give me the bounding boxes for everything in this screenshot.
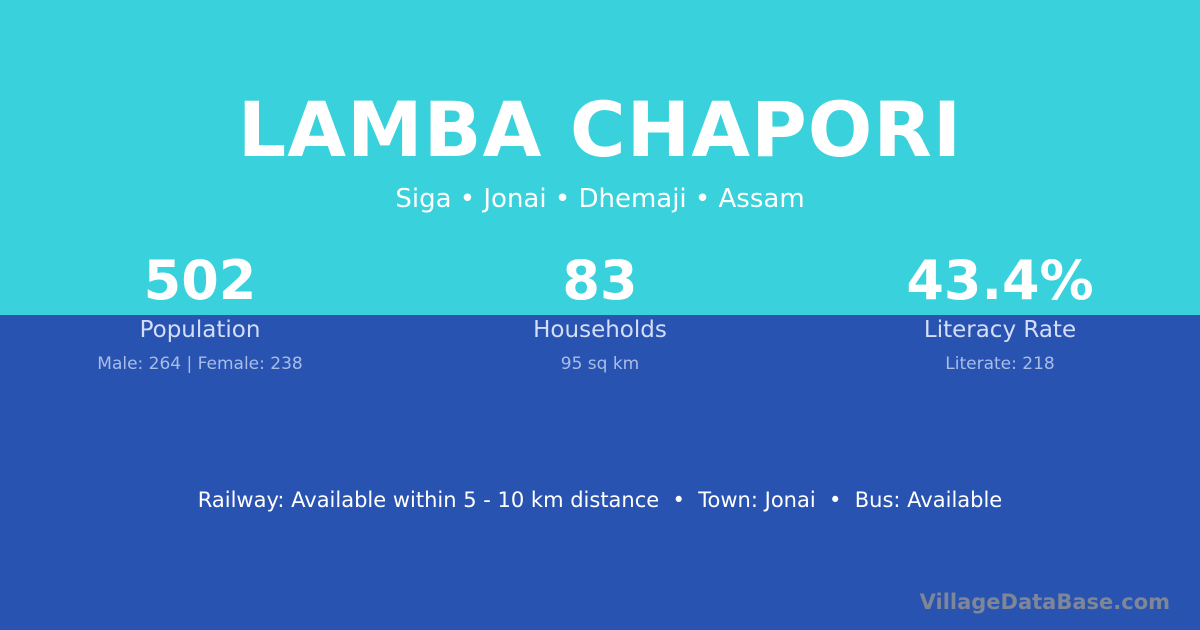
stats-band [0, 315, 1200, 630]
stat-value: 83 [562, 249, 638, 312]
stat-detail: Literate: 218 [945, 354, 1055, 374]
stat-value: 43.4% [906, 249, 1094, 312]
brand-watermark: VillageDataBase.com [919, 590, 1170, 614]
location-breadcrumb: Siga • Jonai • Dhemaji • Assam [395, 184, 805, 214]
stat-literacy: 43.4% Literacy Rate Literate: 218 [800, 0, 1200, 630]
stat-label: Population [139, 317, 261, 343]
stat-label: Literacy Rate [923, 317, 1077, 343]
stat-detail: 95 sq km [560, 354, 640, 374]
header-band [0, 0, 1200, 315]
stat-label: Households [533, 317, 667, 343]
amenities-line: Railway: Available within 5 - 10 km dist… [197, 488, 1003, 512]
stat-detail: Male: 264 | Female: 238 [97, 354, 303, 374]
stat-households: 83 Households 95 sq km [400, 0, 800, 630]
village-title: LAMBA CHAPORI [237, 85, 963, 174]
stat-value: 502 [143, 249, 257, 312]
stat-population: 502 Population Male: 264 | Female: 238 [0, 0, 400, 630]
